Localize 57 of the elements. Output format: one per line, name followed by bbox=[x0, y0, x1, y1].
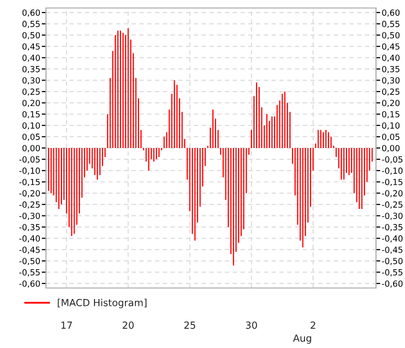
y2-tick-label: -0,25 bbox=[382, 201, 402, 209]
y-tick-label: 0,10 bbox=[22, 122, 40, 130]
y2-tick-label: -0,40 bbox=[382, 235, 403, 242]
y2-tick-label: 0,60 bbox=[382, 9, 400, 17]
y-tick-label: -0,50 bbox=[19, 258, 40, 266]
y2-tick-label: 0,20 bbox=[382, 100, 400, 107]
y2-tick-label: -0,45 bbox=[382, 246, 402, 254]
x-tick-label: 2 bbox=[310, 322, 316, 329]
y2-tick-label: 0,40 bbox=[382, 54, 400, 62]
y-tick-label: -0,25 bbox=[19, 201, 40, 209]
y-tick-label: 0,45 bbox=[22, 43, 40, 51]
y-tick-label: -0,60 bbox=[19, 280, 40, 288]
x-tick-label: 25 bbox=[184, 322, 196, 329]
y2-tick-label: 0,45 bbox=[382, 43, 400, 51]
y2-tick-label: 0,25 bbox=[382, 88, 400, 96]
y-tick-label: -0,40 bbox=[19, 235, 40, 242]
y-tick-label: -0,20 bbox=[19, 190, 40, 198]
legend-label: [MACD Histogram] bbox=[58, 298, 146, 308]
y-tick-label: 0,25 bbox=[22, 88, 40, 96]
y-tick-label: -0,55 bbox=[19, 269, 40, 276]
y2-tick-label: -0,10 bbox=[382, 168, 403, 175]
y2-tick-label: 0,15 bbox=[382, 111, 400, 118]
y-tick-label: 0,35 bbox=[22, 66, 40, 74]
y2-tick-label: 0,10 bbox=[382, 122, 400, 130]
y-tick-label: -0,45 bbox=[19, 246, 40, 254]
y-tick-label: -0,05 bbox=[19, 156, 40, 164]
x-tick-label: 30 bbox=[246, 322, 257, 329]
y2-tick-label: 0,50 bbox=[382, 32, 400, 40]
y2-tick-label: 0,00 bbox=[382, 144, 400, 152]
y-tick-label: 0,30 bbox=[22, 77, 40, 84]
y-tick-label: 0,15 bbox=[22, 111, 40, 118]
y-tick-label: -0,35 bbox=[19, 224, 40, 232]
y-tick-label: -0,15 bbox=[19, 178, 40, 186]
y-tick-label: 0,00 bbox=[22, 144, 40, 152]
y-tick-label: 0,55 bbox=[22, 20, 40, 28]
y2-tick-label: 0,35 bbox=[382, 66, 400, 74]
y2-tick-label: -0,15 bbox=[382, 178, 402, 186]
y2-tick-label: 0,30 bbox=[382, 77, 400, 84]
x-tick-label: 17 bbox=[61, 322, 72, 329]
y2-tick-label: 0,05 bbox=[382, 134, 400, 141]
y-tick-label: -0,30 bbox=[19, 212, 40, 220]
text: Aug bbox=[293, 334, 312, 344]
y2-tick-label: -0,30 bbox=[382, 212, 403, 220]
y2-tick-label: -0,55 bbox=[382, 269, 402, 276]
y2-tick-label: -0,35 bbox=[382, 224, 402, 232]
y2-tick-label: -0,05 bbox=[382, 156, 402, 164]
y-tick-label: 0,20 bbox=[22, 100, 40, 107]
y-tick-label: -0,10 bbox=[19, 168, 40, 175]
y-tick-label: 0,40 bbox=[22, 54, 40, 62]
y2-tick-label: -0,50 bbox=[382, 258, 403, 266]
y-tick-label: 0,60 bbox=[22, 9, 40, 17]
x-tick-label: 20 bbox=[122, 322, 134, 329]
y2-tick-label: 0,55 bbox=[382, 20, 400, 28]
y-tick-label: 0,50 bbox=[22, 32, 40, 40]
y2-tick-label: -0,20 bbox=[382, 190, 403, 198]
y-tick-label: 0,05 bbox=[22, 134, 40, 141]
y2-tick-label: -0,60 bbox=[382, 280, 403, 288]
